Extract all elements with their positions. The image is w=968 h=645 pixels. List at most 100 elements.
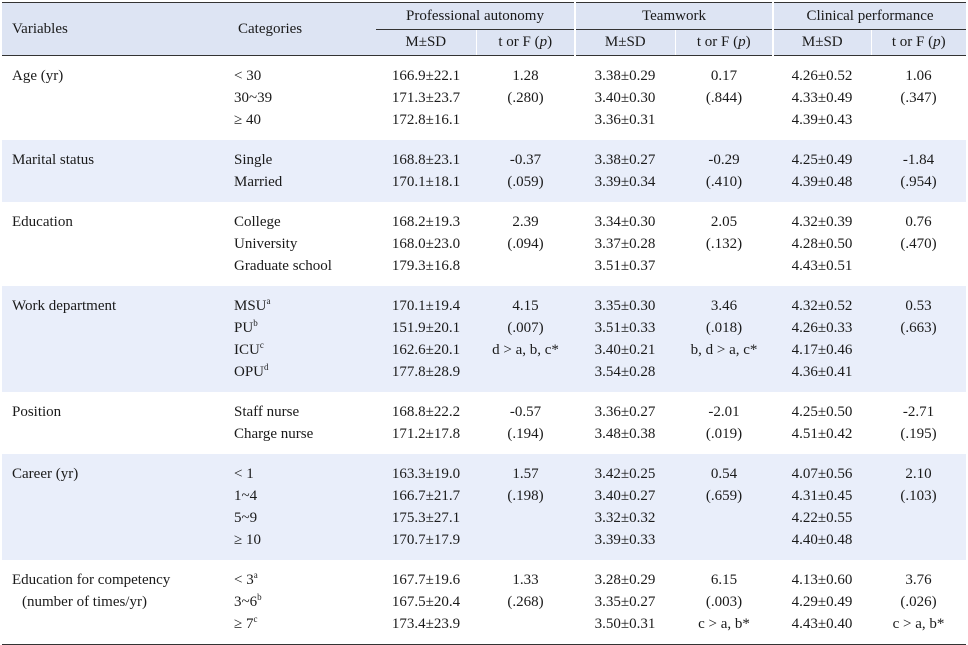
mean-sd-value: 3.36±0.31: [594, 112, 656, 128]
statistic-value: (.347): [900, 90, 937, 106]
statistic-value: (.659): [705, 488, 743, 504]
category-text: 5~9: [234, 510, 258, 526]
mean-sd-value: 4.25±0.49: [791, 152, 853, 168]
mean-sd-value: 3.50±0.31: [594, 616, 656, 632]
variable-cell: Position: [2, 392, 228, 454]
pa-msd-cell: 167.7±19.6 167.5±20.4 173.4±23.9: [376, 560, 476, 645]
category-label: ICUc: [234, 339, 376, 361]
statistic-value: (.663): [900, 320, 937, 336]
cp-t-cell: 2.10 (.103): [871, 454, 966, 560]
tw-msd-cell: 3.38±0.27 3.39±0.34: [575, 140, 675, 202]
category-cell: < 1 1~4 5~9 ≥ 10: [228, 454, 376, 560]
category-text: < 1: [234, 466, 254, 482]
variable-cell: Education for competency (number of times…: [2, 560, 228, 645]
statistic-value: -0.57: [509, 404, 542, 420]
category-superscript: c: [259, 340, 264, 350]
category-superscript: b: [257, 592, 262, 602]
table-row: Marital status Single Married 168.8±23.1 170…: [2, 140, 966, 202]
category-superscript: d: [264, 362, 269, 372]
category-label: 30~39: [234, 87, 376, 109]
tw-msd-cell: 3.34±0.30 3.37±0.28 3.51±0.37: [575, 202, 675, 286]
mean-sd-value: 4.43±0.40: [791, 616, 853, 632]
mean-sd-value: 3.39±0.34: [594, 174, 656, 190]
statistic-value: 2.05: [710, 214, 738, 230]
cp-t-cell: 3.76 (.026) c > a, b*: [871, 560, 966, 645]
mean-sd-value: 3.48±0.38: [594, 426, 656, 442]
statistic-value: (.019): [705, 426, 743, 442]
category-text: College: [234, 214, 281, 230]
header-cp-msd: M±SD: [772, 29, 871, 56]
category-text: 3~6: [234, 594, 258, 610]
mean-sd-value: 168.8±23.1: [391, 152, 461, 168]
variable-label: Marital status: [12, 152, 95, 168]
header-variables: Variables: [2, 2, 228, 56]
statistic-value: 0.53: [905, 298, 932, 314]
table-row: Work department MSUa PUb ICUc OPUd 170.1±19.4…: [2, 286, 966, 392]
statistic-value: c > a, b*: [892, 616, 945, 632]
category-superscript: b: [253, 318, 258, 328]
category-label: College: [234, 211, 376, 233]
category-label: ≥ 10: [234, 529, 376, 551]
mean-sd-value: 173.4±23.9: [391, 616, 461, 632]
mean-sd-value: 166.7±21.7: [391, 488, 461, 504]
statistic-value: -2.01: [708, 404, 740, 420]
pa-t-cell: 4.15 (.007) d > a, b, c*: [476, 286, 575, 392]
mean-sd-value: 3.40±0.27: [594, 488, 656, 504]
tw-t-cell: -0.29 (.410): [675, 140, 773, 202]
mean-sd-value: 171.3±23.7: [391, 90, 461, 106]
variable-cell: Marital status: [2, 140, 228, 202]
category-text: MSU: [234, 298, 267, 314]
statistic-value: 2.39: [512, 214, 539, 230]
pa-t-cell: 1.33 (.268): [476, 560, 575, 645]
mean-sd-value: 175.3±27.1: [391, 510, 461, 526]
mean-sd-value: 3.39±0.33: [594, 532, 656, 548]
category-label: OPUd: [234, 361, 376, 383]
mean-sd-value: 3.40±0.30: [594, 90, 656, 106]
category-superscript: c: [253, 614, 258, 624]
mean-sd-value: 179.3±16.8: [391, 258, 461, 274]
mean-sd-value: 4.36±0.41: [791, 364, 853, 380]
cp-msd-cell: 4.25±0.49 4.39±0.48: [773, 140, 871, 202]
mean-sd-value: 4.28±0.50: [791, 236, 853, 252]
statistic-value: 6.15: [710, 572, 738, 588]
variable-cell: Career (yr): [2, 454, 228, 560]
category-label: Graduate school: [234, 255, 376, 277]
category-superscript: a: [253, 570, 258, 580]
category-text: Single: [234, 152, 273, 168]
header-clinical-performance: Clinical performance: [772, 2, 966, 30]
statistic-value: 1.28: [512, 68, 539, 84]
statistic-value: 1.33: [512, 572, 539, 588]
statistic-value: (.470): [900, 236, 937, 252]
category-text: University: [234, 236, 298, 252]
mean-sd-value: 4.39±0.43: [791, 112, 853, 128]
category-label: University: [234, 233, 376, 255]
cp-t-cell: 1.06 (.347): [871, 56, 966, 141]
pa-t-cell: 1.57 (.198): [476, 454, 575, 560]
variable-label: Position: [12, 404, 62, 420]
statistic-value: (.132): [705, 236, 743, 252]
cp-t-cell: 0.53 (.663): [871, 286, 966, 392]
category-text: OPU: [234, 364, 265, 380]
mean-sd-value: 177.8±28.9: [391, 364, 461, 380]
variable-label: Age (yr): [12, 68, 64, 84]
category-text: Charge nurse: [234, 426, 314, 442]
mean-sd-value: 4.26±0.52: [791, 68, 853, 84]
category-label: ≥ 7c: [234, 613, 376, 635]
cp-t-cell: -2.71 (.195): [871, 392, 966, 454]
cp-msd-cell: 4.13±0.60 4.29±0.49 4.43±0.40: [773, 560, 871, 645]
mean-sd-value: 168.0±23.0: [391, 236, 461, 252]
mean-sd-value: 163.3±19.0: [391, 466, 461, 482]
category-label: PUb: [234, 317, 376, 339]
mean-sd-value: 170.1±18.1: [391, 174, 461, 190]
statistic-value: (.103): [900, 488, 937, 504]
table-row: Career (yr) < 1 1~4 5~9 ≥ 10 163.3±19.0 166.7±…: [2, 454, 966, 560]
mean-sd-value: 3.32±0.32: [594, 510, 656, 526]
mean-sd-value: 4.40±0.48: [791, 532, 853, 548]
statistic-value: (.410): [705, 174, 743, 190]
statistic-value: (.954): [900, 174, 937, 190]
category-label: < 3a: [234, 569, 376, 591]
mean-sd-value: 168.2±19.3: [391, 214, 461, 230]
mean-sd-value: 3.35±0.30: [594, 298, 656, 314]
mean-sd-value: 4.33±0.49: [791, 90, 853, 106]
